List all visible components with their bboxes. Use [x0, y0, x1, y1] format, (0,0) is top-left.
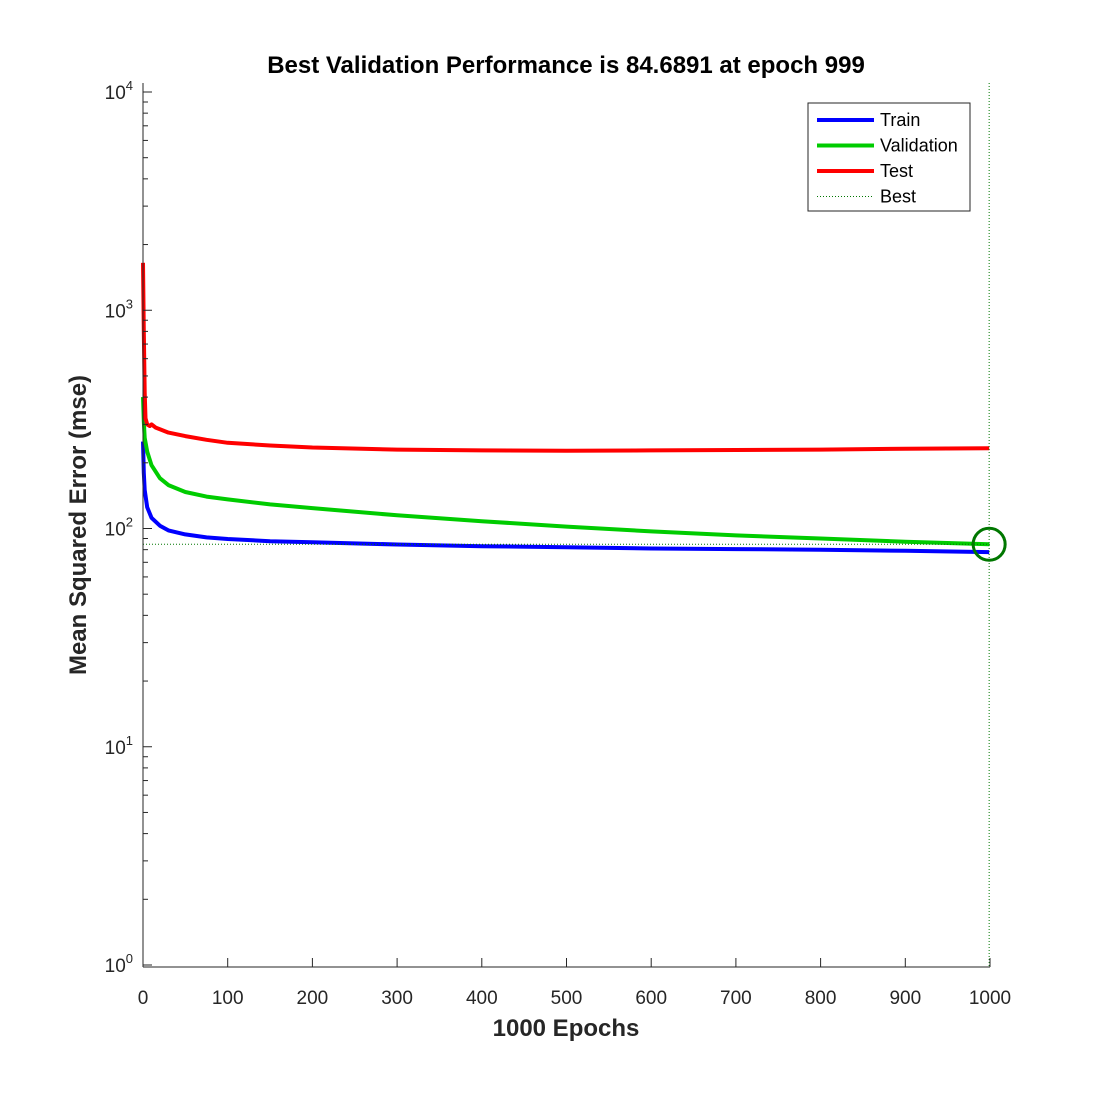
legend: Train Validation Test Best: [807, 102, 971, 212]
x-tick-label: 500: [551, 988, 583, 1009]
y-tick-label: 102: [105, 515, 133, 541]
chart-title: Best Validation Performance is 84.6891 a…: [267, 52, 865, 79]
series-line-train: [141, 441, 990, 555]
legend-label-train: Train: [880, 110, 920, 130]
x-tick-label: 800: [805, 988, 837, 1009]
legend-label-test: Test: [880, 161, 913, 181]
x-tick-label: 400: [466, 988, 498, 1009]
y-tick-label: 100: [105, 951, 133, 977]
x-tick-label: 300: [381, 988, 413, 1009]
series-line-test: [141, 262, 990, 453]
x-tick-label: 1000: [969, 988, 1011, 1009]
y-tick-label: 103: [105, 296, 133, 322]
x-tick-label: 200: [297, 988, 329, 1009]
x-tick-label: 600: [635, 988, 667, 1009]
x-tick-label: 900: [889, 988, 921, 1009]
x-tick-label: 100: [212, 988, 244, 1009]
y-tick-label: 104: [105, 78, 133, 104]
best-point-circle: [971, 526, 1007, 562]
x-tick-label: 0: [138, 988, 149, 1009]
legend-label-best: Best: [880, 187, 916, 207]
y-tick-label: 101: [105, 733, 133, 759]
y-axis-label: Mean Squared Error (mse): [65, 375, 92, 675]
series-lines: [141, 262, 990, 555]
x-tick-labels: 0 100 200 300 400 500 600 700 800 900 1000: [138, 988, 1011, 1009]
series-line-validation: [141, 397, 990, 547]
x-axis-label: 1000 Epochs: [493, 1015, 640, 1042]
x-tick-label: 700: [720, 988, 752, 1009]
legend-label-validation: Validation: [880, 136, 958, 156]
best-markers: [143, 83, 1007, 967]
axes: [142, 83, 991, 968]
y-tick-labels: 100 101 102 103 104: [105, 78, 133, 977]
